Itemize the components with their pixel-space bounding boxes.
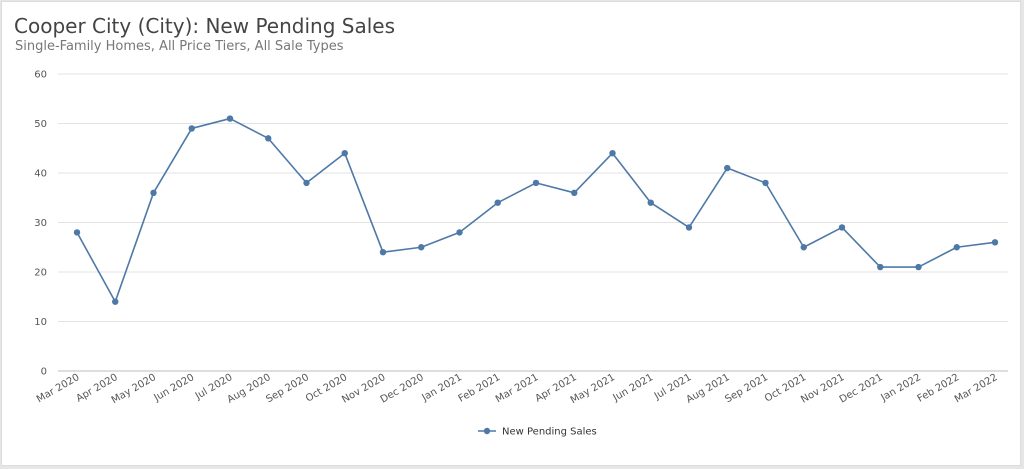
x-tick-label: Jun 2021 <box>611 372 656 404</box>
y-axis: 0 10 20 30 40 50 60 <box>34 70 47 378</box>
x-tick-label: Mar 2021 <box>494 372 541 405</box>
y-tick-label: 10 <box>34 317 47 328</box>
x-tick-label: Dec 2021 <box>838 372 885 406</box>
y-tick-label: 40 <box>34 169 47 180</box>
x-tick-label: Jan 2022 <box>878 372 923 404</box>
data-point <box>953 244 960 251</box>
data-point <box>800 244 807 251</box>
data-point <box>226 115 234 122</box>
x-tick-label: Sep 2021 <box>723 372 770 405</box>
legend-label: New Pending Sales <box>502 427 597 438</box>
data-point <box>647 199 654 206</box>
x-tick-label: Jan 2021 <box>419 372 464 404</box>
data-point <box>418 244 425 251</box>
data-point <box>609 150 616 157</box>
chart-subtitle: Single-Family Homes, All Price Tiers, Al… <box>15 39 344 54</box>
grid-lines <box>58 73 1008 372</box>
data-point <box>915 263 922 271</box>
data-point <box>685 224 693 231</box>
legend[interactable]: New Pending Sales <box>478 427 597 438</box>
x-tick-label: Sep 2020 <box>264 372 311 405</box>
data-point <box>877 263 884 271</box>
data-point <box>188 125 195 132</box>
data-point <box>379 249 387 256</box>
data-point <box>724 164 731 172</box>
data-point <box>73 229 81 236</box>
series-line <box>76 117 996 303</box>
data-point <box>303 179 310 187</box>
plot-area <box>73 115 999 305</box>
x-tick-label: Dec 2020 <box>379 372 426 406</box>
data-point <box>762 179 769 187</box>
x-tick-label: Aug 2020 <box>226 372 273 406</box>
data-point <box>991 239 999 246</box>
data-point <box>494 199 501 206</box>
data-point <box>265 135 272 142</box>
y-tick-label: 30 <box>34 218 47 229</box>
data-point <box>341 150 348 157</box>
y-tick-label: 60 <box>34 70 47 81</box>
chart-title: Cooper City (City): New Pending Sales <box>14 14 395 38</box>
data-point <box>112 298 119 305</box>
x-tick-label: Jun 2020 <box>152 372 197 404</box>
x-tick-label: Mar 2022 <box>953 372 1000 405</box>
data-point <box>456 229 463 236</box>
y-tick-label: 20 <box>34 268 47 279</box>
data-point <box>532 179 540 187</box>
data-point <box>571 189 578 196</box>
legend-marker <box>483 427 491 435</box>
y-tick-label: 50 <box>34 119 47 130</box>
data-point <box>838 224 846 231</box>
data-point <box>150 189 157 196</box>
x-tick-label: Aug 2021 <box>685 372 732 406</box>
y-tick-label: 0 <box>41 367 47 378</box>
